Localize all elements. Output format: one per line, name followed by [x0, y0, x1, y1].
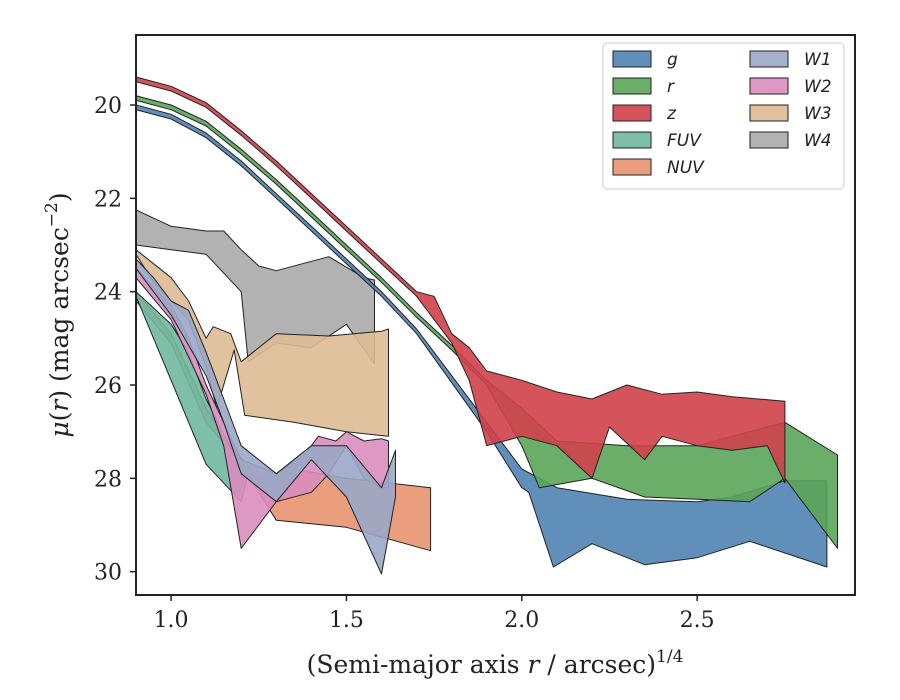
legend-swatch — [749, 50, 789, 68]
legend-item-w4: W4 — [749, 131, 832, 151]
legend-label: W3 — [804, 104, 832, 124]
y-axis: 20 22 24 26 28 30 — [94, 94, 136, 586]
band-w4 — [136, 209, 375, 365]
legend-swatch — [749, 77, 789, 95]
legend-item-g: g — [612, 50, 678, 70]
legend-label: g — [667, 50, 678, 70]
legend-item-fuv: FUV — [612, 131, 702, 151]
legend-item-z: z — [612, 104, 677, 124]
legend-item-w1: W1 — [749, 50, 832, 70]
legend-label: NUV — [667, 158, 705, 178]
legend-label: W1 — [804, 50, 832, 70]
x-tick-label: 2.0 — [504, 608, 539, 633]
legend: grz FUV NUV W1 W2 W3 W4 — [602, 42, 845, 190]
legend-swatch — [749, 131, 789, 149]
band-z — [136, 76, 786, 484]
y-tick-label: 22 — [94, 187, 122, 212]
legend-swatch — [749, 104, 789, 122]
band-w1 — [136, 258, 396, 575]
legend-swatch — [612, 50, 652, 68]
legend-label: r — [667, 77, 675, 97]
legend-swatch — [612, 77, 652, 95]
legend-label: W2 — [804, 77, 832, 97]
bands-layer — [136, 76, 838, 575]
x-axis-label: (Semi-major axis r / arcsec)1/4 — [307, 647, 684, 679]
legend-swatch — [612, 104, 652, 122]
plot-frame — [135, 34, 856, 596]
x-axis: 1.0 1.5 2.0 2.5 — [154, 595, 715, 633]
legend-item-w3: W3 — [749, 104, 832, 124]
x-tick-label: 2.5 — [680, 608, 715, 633]
band-g — [136, 104, 828, 568]
y-tick-label: 24 — [94, 281, 122, 306]
legend-item-r: r — [612, 77, 675, 97]
y-axis-label: μ(r) (mag arcsec−2) — [42, 192, 74, 437]
legend-label: z — [666, 104, 677, 124]
y-tick-label: 20 — [94, 94, 122, 119]
x-tick-label: 1.0 — [154, 608, 189, 633]
legend-label: W4 — [804, 131, 832, 151]
legend-item-nuv: NUV — [612, 158, 705, 178]
x-tick-label: 1.5 — [329, 608, 364, 633]
legend-swatch — [612, 131, 652, 149]
y-tick-label: 26 — [94, 374, 122, 399]
y-tick-label: 28 — [94, 467, 122, 492]
legend-label: FUV — [667, 131, 702, 151]
legend-item-w2: W2 — [749, 77, 832, 97]
y-tick-label: 30 — [94, 561, 122, 586]
legend-swatch — [612, 158, 652, 176]
